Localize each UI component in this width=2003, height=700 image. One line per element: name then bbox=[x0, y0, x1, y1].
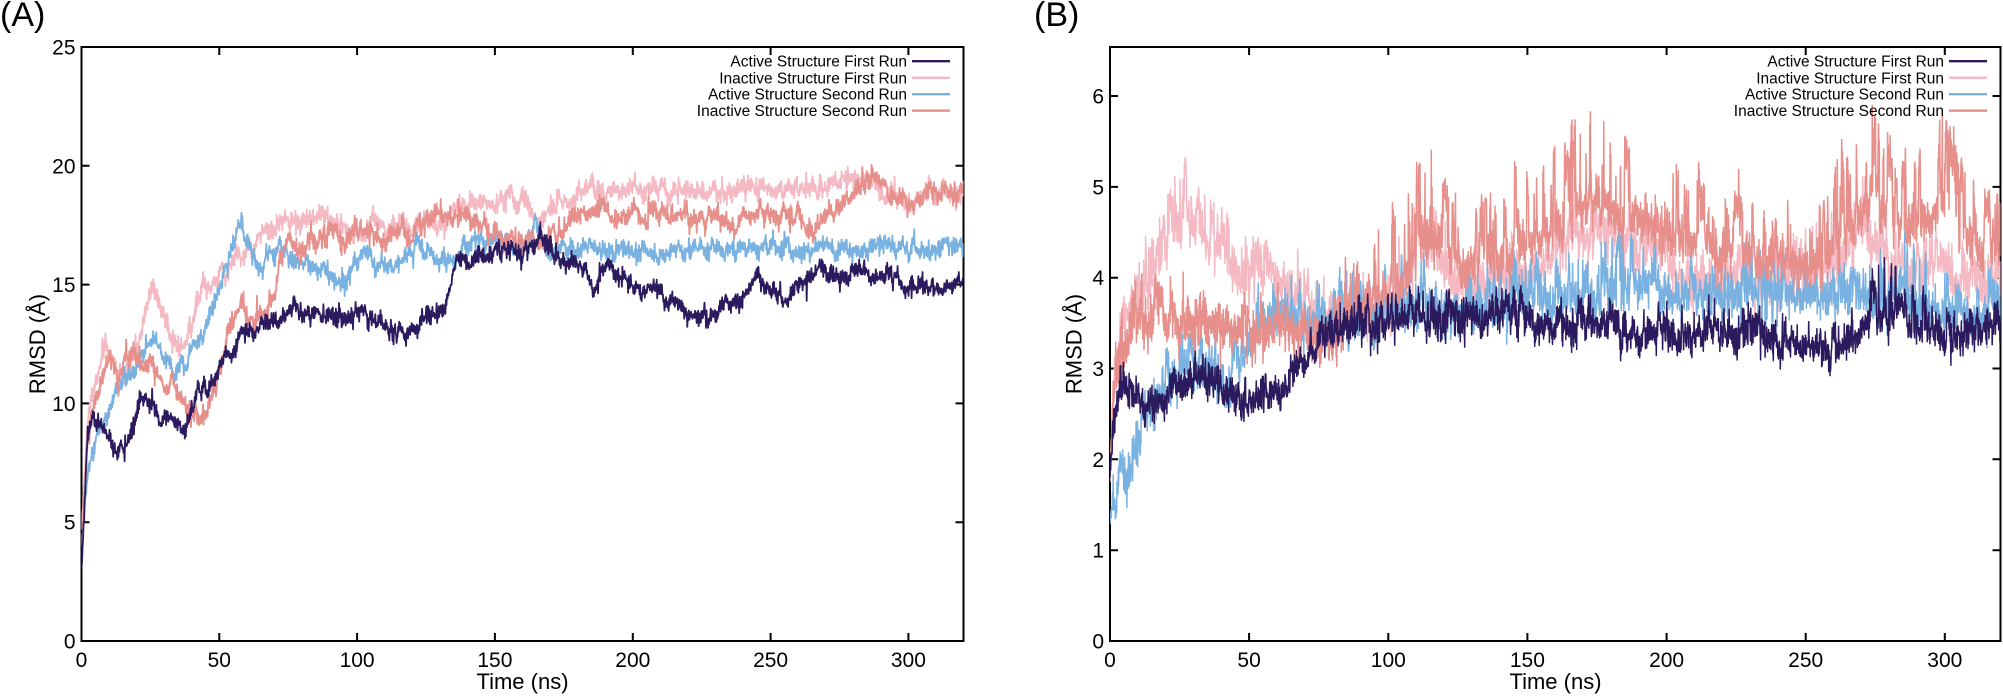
svg-text:2: 2 bbox=[1092, 449, 1104, 472]
svg-text:20: 20 bbox=[52, 155, 75, 178]
svg-text:25: 25 bbox=[52, 37, 75, 60]
svg-text:300: 300 bbox=[1927, 649, 1962, 672]
svg-text:Active Structure Second Run: Active Structure Second Run bbox=[708, 87, 907, 104]
svg-text:Active Structure First Run: Active Structure First Run bbox=[1767, 54, 1944, 71]
svg-text:150: 150 bbox=[1510, 649, 1545, 672]
svg-text:10: 10 bbox=[52, 393, 75, 416]
svg-text:RMSD (Å): RMSD (Å) bbox=[25, 294, 50, 394]
svg-text:0: 0 bbox=[76, 649, 88, 672]
svg-text:5: 5 bbox=[64, 512, 76, 535]
svg-text:4: 4 bbox=[1092, 267, 1104, 290]
svg-text:5: 5 bbox=[1092, 176, 1104, 199]
svg-text:6: 6 bbox=[1092, 86, 1104, 109]
svg-text:200: 200 bbox=[1649, 649, 1684, 672]
svg-text:150: 150 bbox=[477, 649, 512, 672]
svg-text:(B): (B) bbox=[1034, 0, 1079, 34]
svg-text:Active Structure First Run: Active Structure First Run bbox=[730, 54, 907, 71]
svg-text:100: 100 bbox=[340, 649, 375, 672]
svg-text:Inactive Structure First Run: Inactive Structure First Run bbox=[719, 70, 907, 87]
svg-text:50: 50 bbox=[1237, 649, 1260, 672]
svg-text:300: 300 bbox=[891, 649, 926, 672]
svg-text:Inactive Structure First Run: Inactive Structure First Run bbox=[1756, 70, 1944, 87]
svg-text:50: 50 bbox=[208, 649, 231, 672]
svg-text:Inactive Structure Second Run: Inactive Structure Second Run bbox=[697, 103, 907, 120]
svg-text:RMSD (Å): RMSD (Å) bbox=[1062, 294, 1087, 394]
svg-text:1: 1 bbox=[1092, 540, 1104, 563]
svg-text:15: 15 bbox=[52, 274, 75, 297]
svg-text:0: 0 bbox=[1104, 649, 1116, 672]
svg-text:250: 250 bbox=[1788, 649, 1823, 672]
svg-text:250: 250 bbox=[753, 649, 788, 672]
svg-text:0: 0 bbox=[1092, 631, 1104, 654]
svg-text:200: 200 bbox=[615, 649, 650, 672]
svg-text:3: 3 bbox=[1092, 358, 1104, 381]
svg-text:Time (ns): Time (ns) bbox=[476, 669, 568, 694]
svg-text:(A): (A) bbox=[0, 0, 45, 34]
svg-text:Inactive Structure Second Run: Inactive Structure Second Run bbox=[1734, 103, 1944, 120]
svg-text:100: 100 bbox=[1371, 649, 1406, 672]
svg-text:Time (ns): Time (ns) bbox=[1509, 669, 1601, 694]
svg-text:Active Structure Second Run: Active Structure Second Run bbox=[1745, 87, 1944, 104]
svg-text:0: 0 bbox=[64, 631, 76, 654]
